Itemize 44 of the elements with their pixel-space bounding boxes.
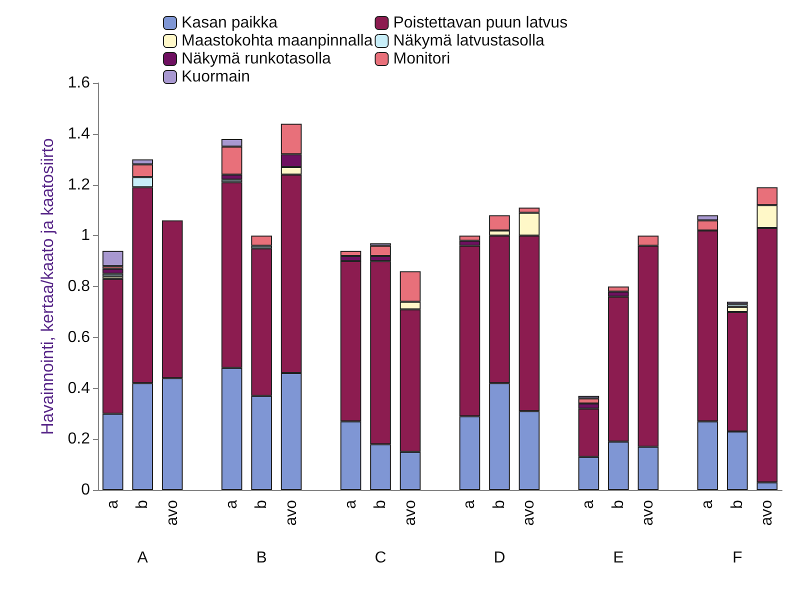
x-tick-label: a — [580, 500, 598, 509]
y-tick-label: 1.6 — [68, 74, 90, 92]
x-tick-label: a — [104, 500, 122, 509]
x-tick-label: b — [610, 500, 627, 509]
legend-label: Kuormain — [182, 68, 250, 86]
text: C — [374, 550, 386, 566]
legend-label: Monitori — [393, 50, 450, 68]
x-tick-label: b — [490, 500, 508, 509]
text: A — [137, 550, 148, 566]
bar — [251, 236, 272, 246]
x-tick-label: a — [461, 500, 478, 509]
legend-label: Kasan paikka — [182, 14, 278, 32]
legend-label: Poistettavan puun latvus — [393, 14, 568, 32]
x-tick-label: avo — [520, 500, 538, 526]
text: D — [494, 550, 506, 566]
y-tick-label: 1.2 — [68, 176, 90, 194]
y-axis-title: Havainnointi, kertaa/kaato ja kaatosiirto — [38, 138, 57, 435]
x-tick-label: a — [699, 500, 716, 509]
x-tick-label: avo — [640, 500, 657, 526]
y-tick-label: 1 — [81, 227, 90, 244]
legend-label: Näkymä latvustasolla — [393, 32, 545, 50]
text: E — [613, 550, 624, 566]
y-tick-label: 0.4 — [68, 380, 90, 397]
y-tick-label: 0.2 — [68, 430, 90, 448]
y-tick-label: 1.4 — [68, 125, 90, 142]
x-tick-label: avo — [282, 500, 300, 526]
legend-label: Näkymä runkotasolla — [182, 50, 331, 68]
text: B — [256, 550, 267, 566]
text: F — [732, 550, 742, 566]
bar — [102, 268, 124, 274]
x-tick-label: b — [134, 500, 152, 509]
legend-label: Maastokohta maanpinnalla — [182, 32, 373, 50]
y-tick-label: 0 — [81, 482, 90, 498]
y-tick-label: 0.6 — [68, 328, 90, 346]
x-tick-label: avo — [402, 500, 419, 526]
x-tick-label: a — [342, 500, 360, 509]
x-tick-label: a — [223, 500, 240, 509]
x-tick-label: b — [728, 500, 746, 509]
x-tick-label: b — [372, 500, 390, 509]
bar — [102, 250, 124, 266]
x-tick-label: b — [253, 500, 270, 509]
x-tick-label: avo — [164, 500, 181, 526]
y-tick-label: 0.8 — [68, 278, 90, 295]
x-tick-label: avo — [758, 500, 776, 526]
